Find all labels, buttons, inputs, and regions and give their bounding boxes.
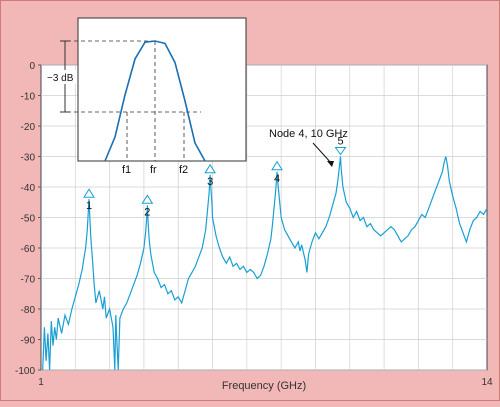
annotation-arrow [312,142,333,165]
peak-marker-label: 5 [337,136,343,148]
peak-marker-label: 4 [274,173,280,185]
y-tick-label: -70 [21,275,36,286]
y-tick-label: -20 [21,122,36,133]
y-axis-ticks: 0 -10 -20 -30 -40 -50 -60 -70 -80 -90 -100 [15,61,41,377]
inset-label-fr: fr [150,164,157,176]
x-tick-label: 1 [38,377,44,388]
peak-marker-label: 2 [144,206,150,218]
inset-diagram: −3 dB f1 fr f2 [44,17,247,176]
peak-marker [141,194,154,204]
inset-label-f2: f2 [179,164,188,176]
annotation-text: Node 4, 10 GHz [269,128,348,140]
inset-level-label: −3 dB [47,73,74,84]
y-tick-label: -80 [21,305,36,316]
peak-markers: 1 2 3 4 5 [83,136,347,218]
inset-label-f1: f1 [122,164,131,176]
x-axis-ticks: 1 14 [38,377,493,388]
y-tick-label: -90 [21,336,36,347]
peak-marker-label: 1 [86,200,92,212]
peak-marker [334,147,347,156]
annotation-arrowhead [327,161,334,167]
y-tick-label: -100 [15,366,35,377]
peak-marker [271,160,283,171]
inset-curve [104,40,206,162]
peak-marker [204,163,217,174]
inset-box [77,17,247,162]
y-tick-label: -60 [21,244,36,255]
inset-level-label-bg [44,70,77,84]
y-tick-label: -50 [21,214,36,225]
y-tick-label: -10 [21,92,36,103]
y-tick-label: -40 [21,183,36,194]
y-tick-label: -30 [21,153,36,164]
peak-marker-label: 3 [207,176,213,188]
y-tick-label: 0 [29,61,35,72]
series-line [42,156,488,371]
x-axis-label: Frequency (GHz) [222,380,306,392]
peak-marker [83,188,95,198]
x-tick-label: 14 [481,377,493,388]
